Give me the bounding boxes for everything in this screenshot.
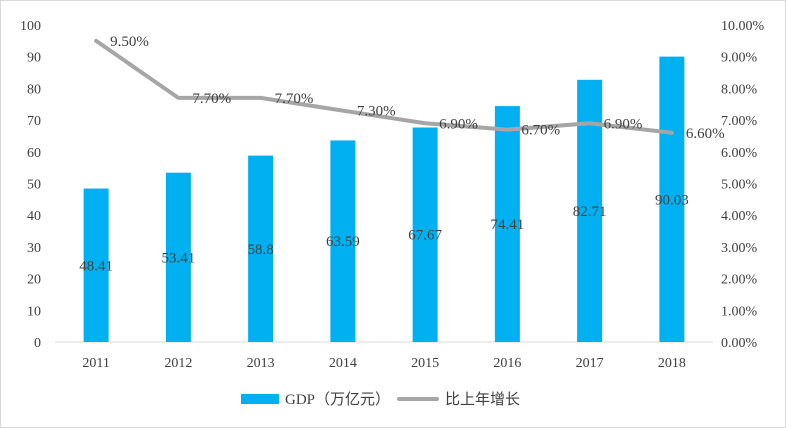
x-axis-tick-label: 2013 — [247, 356, 275, 371]
x-axis-tick-label: 2012 — [164, 356, 192, 371]
left-axis-tick-label: 80 — [27, 82, 41, 97]
gdp-bar — [659, 56, 685, 343]
left-axis-tick-label: 70 — [27, 114, 41, 129]
right-axis-tick-label: 8.00% — [721, 82, 758, 97]
right-axis-tick-label: 9.00% — [721, 51, 758, 66]
right-axis-tick-label: 3.00% — [721, 241, 758, 256]
right-axis-tick-label: 5.00% — [721, 178, 758, 193]
gdp-data-label: 90.03 — [655, 192, 689, 208]
x-axis-tick-label: 2017 — [576, 356, 604, 371]
gdp-bar — [248, 155, 274, 342]
gdp-bar — [412, 127, 438, 342]
x-axis-tick-label: 2016 — [493, 356, 521, 371]
growth-data-label: 7.70% — [192, 91, 231, 107]
gdp-bar — [330, 140, 356, 342]
gdp-bar — [165, 172, 191, 342]
x-axis-tick-label: 2018 — [658, 356, 686, 371]
gdp-data-label: 74.41 — [491, 217, 525, 233]
gdp-data-label: 67.67 — [408, 228, 442, 244]
growth-data-label: 6.90% — [439, 116, 478, 132]
x-axis-tick-label: 2014 — [329, 356, 357, 371]
growth-data-label: 6.60% — [686, 126, 725, 142]
left-axis-tick-label: 60 — [27, 146, 41, 161]
gdp-data-label: 63.59 — [326, 234, 360, 250]
left-axis-tick-label: 30 — [27, 241, 41, 256]
right-axis-tick-label: 7.00% — [721, 114, 758, 129]
growth-rate-line — [94, 38, 674, 135]
gdp-bar — [83, 188, 109, 342]
gdp-data-label: 48.41 — [79, 258, 113, 274]
left-axis-tick-label: 90 — [27, 51, 41, 66]
right-axis-tick-label: 2.00% — [721, 273, 758, 288]
right-axis-tick-label: 10.00% — [721, 19, 765, 34]
left-axis-tick-label: 50 — [27, 178, 41, 193]
right-axis-tick-label: 6.00% — [721, 146, 758, 161]
x-axis-tick-label: 2011 — [82, 356, 109, 371]
x-axis-tick-label: 2015 — [411, 356, 439, 371]
gdp-data-label: 58.8 — [248, 242, 274, 258]
legend-growth-label: 比上年增长 — [445, 391, 520, 408]
legend-gdp-label: GDP（万亿元） — [285, 391, 390, 408]
gdp-data-label: 82.71 — [573, 204, 607, 220]
left-axis-tick-label: 100 — [20, 19, 41, 34]
growth-data-label: 7.30% — [357, 104, 396, 120]
gdp-data-label: 53.41 — [162, 250, 196, 266]
growth-data-label: 6.70% — [521, 123, 560, 139]
left-axis-tick-label: 0 — [34, 336, 41, 351]
left-axis-tick-label: 40 — [27, 209, 41, 224]
legend-gdp-swatch — [241, 394, 279, 404]
growth-data-label: 7.70% — [275, 91, 314, 107]
growth-data-label: 6.90% — [604, 116, 643, 132]
growth-data-label: 9.50% — [110, 34, 149, 50]
right-axis-tick-label: 0.00% — [721, 336, 758, 351]
left-axis-tick-label: 10 — [27, 304, 41, 319]
right-axis-tick-label: 1.00% — [721, 304, 758, 319]
left-axis-tick-label: 20 — [27, 273, 41, 288]
gdp-bar — [494, 106, 520, 342]
right-axis-tick-label: 4.00% — [721, 209, 758, 224]
